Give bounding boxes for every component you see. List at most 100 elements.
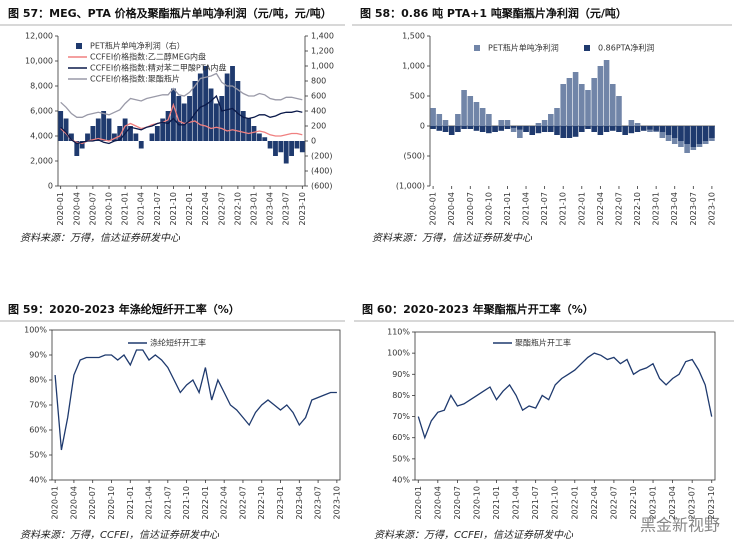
bar: [240, 111, 246, 141]
x-tick-label: 2021-10: [551, 486, 560, 519]
x-tick-label: 2020-10: [472, 486, 481, 519]
bar: [283, 141, 289, 164]
bar: [219, 96, 225, 141]
bar: [461, 90, 467, 126]
x-tick-label: 2020-07: [453, 486, 462, 519]
bar: [603, 126, 610, 132]
bar: [616, 126, 622, 132]
x-tick-label: 2022-04: [201, 192, 210, 225]
x-tick-label: 2021-04: [145, 486, 154, 519]
bar: [128, 126, 133, 141]
bar: [486, 114, 492, 126]
x-tick-label: 2020-04: [69, 486, 78, 519]
bar: [640, 126, 647, 131]
bar: [442, 126, 449, 132]
bar: [461, 126, 467, 129]
bar: [246, 118, 252, 141]
y-tick-label: 50%: [392, 454, 410, 463]
line-series: [60, 72, 303, 118]
y2-tick-label: 800: [311, 77, 326, 86]
legend-label: PET瓶片单吨净利润: [488, 43, 559, 53]
bar: [138, 141, 144, 149]
bar: [467, 126, 474, 129]
y-tick-label: 2,000: [30, 157, 53, 166]
x-tick-label: 2022-07: [614, 192, 623, 225]
y-tick-label: 1,500: [402, 32, 425, 41]
x-tick-label: 2023-04: [295, 486, 304, 519]
bar: [273, 141, 278, 156]
bar: [160, 118, 166, 141]
bar: [187, 96, 192, 141]
x-tick-label: 2020-04: [433, 486, 442, 519]
x-tick-label: 2022-10: [633, 192, 642, 225]
x-tick-label: 2020-10: [107, 486, 116, 519]
bar: [467, 96, 474, 126]
x-tick-label: 2023-07: [689, 192, 698, 225]
bar: [504, 120, 511, 126]
watermark: 黑金新视野: [640, 516, 720, 535]
x-tick-label: 2022-01: [201, 486, 210, 519]
x-tick-label: 2023-10: [332, 486, 341, 519]
line-series: [417, 352, 713, 440]
bar: [235, 81, 241, 141]
x-tick-label: 2022-04: [590, 486, 599, 519]
bar: [628, 120, 635, 126]
x-tick-label: 2023-01: [649, 486, 658, 519]
bar: [208, 88, 214, 141]
bar: [455, 114, 461, 126]
x-tick-label: 2020-10: [105, 192, 114, 225]
plot-frame: [414, 331, 716, 481]
x-tick-label: 2020-04: [72, 192, 81, 225]
y2-tick-label: 200: [311, 122, 326, 131]
x-tick-label: 2020-07: [88, 192, 97, 225]
source-note: 资料来源：万得，信达证券研发中心: [372, 232, 533, 244]
bar: [492, 126, 498, 132]
y-tick-label: 60%: [392, 433, 410, 442]
y-tick-label: 500: [410, 92, 425, 101]
bar: [213, 103, 219, 141]
bar: [486, 126, 492, 134]
x-tick-label: 2021-07: [163, 486, 172, 519]
x-tick-label: 2021-01: [126, 486, 135, 519]
bar: [579, 84, 585, 126]
x-tick-label: 2023-01: [249, 192, 258, 225]
bar: [267, 141, 273, 149]
bar: [498, 120, 505, 126]
bar: [106, 118, 112, 141]
x-tick-label: 2021-04: [522, 192, 531, 225]
x-tick-label: 2021-04: [512, 486, 521, 519]
y-tick-label: 12,000: [25, 32, 53, 41]
bar: [251, 126, 257, 141]
y-tick-label: 0: [420, 122, 425, 131]
x-tick-label: 2023-10: [298, 192, 307, 225]
bar: [579, 126, 585, 132]
bar: [176, 96, 182, 141]
legend-label: 聚酯瓶片开工率: [515, 338, 571, 348]
bar: [299, 141, 305, 153]
y2-tick-label: 1,000: [311, 62, 334, 71]
y-tick-label: (500): [403, 152, 425, 161]
y2-tick-label: (200): [311, 152, 333, 161]
y-tick-label: 80%: [29, 376, 47, 385]
y-tick-label: 90%: [29, 351, 47, 360]
bar: [101, 111, 107, 141]
legend-swatch: [474, 45, 480, 51]
y-tick-label: 70%: [29, 401, 47, 410]
bar: [256, 133, 262, 141]
bar: [566, 126, 573, 138]
legend-label: 0.86PTA净利润: [598, 43, 654, 53]
chart-title: 图 57：MEG、PTA 价格及聚酯瓶片单吨净利润（元/吨，元/吨）: [8, 6, 332, 20]
bar: [262, 137, 268, 141]
bar: [278, 141, 284, 153]
bar: [69, 133, 74, 141]
bar: [597, 66, 604, 126]
bar: [535, 126, 542, 134]
bar: [659, 126, 666, 132]
bar: [665, 126, 672, 135]
bar: [165, 111, 171, 141]
bar: [616, 96, 622, 126]
bar: [554, 108, 560, 126]
source-note: 资料来源：万得，信达证券研发中心: [20, 232, 181, 244]
bar: [436, 126, 443, 131]
bar: [523, 126, 529, 132]
